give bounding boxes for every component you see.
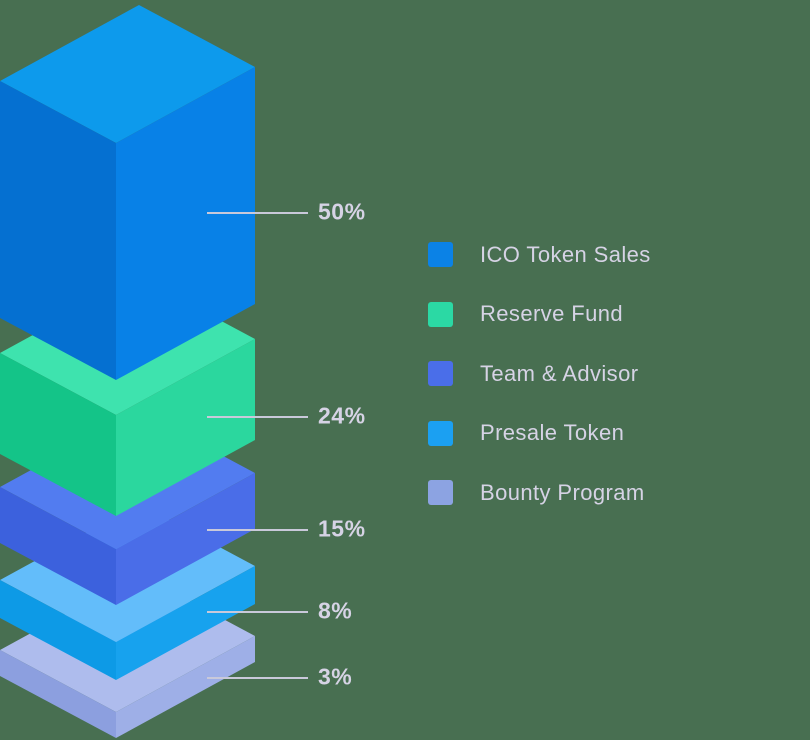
legend-swatch-reserve-fund (428, 301, 453, 327)
layer-right-face (116, 67, 255, 380)
layer-left-face (0, 81, 116, 380)
legend-item-reserve-fund: Reserve Fund (428, 301, 623, 327)
percent-label-bounty-program: 3% (318, 663, 353, 690)
legend-swatch-bounty-program (428, 480, 453, 505)
legend-label-ico-token-sales: ICO Token Sales (480, 241, 651, 267)
layer-left-face (0, 650, 116, 738)
legend-label-team-advisor: Team & Advisor (480, 360, 639, 386)
legend-item-team-advisor: Team & Advisor (428, 361, 638, 387)
legend-item-bounty-program: Bounty Program (428, 480, 645, 506)
layer-left-face (0, 580, 116, 680)
layer-right-face (116, 636, 255, 738)
percent-label-team-advisor: 15% (318, 515, 366, 542)
callout-line-ico-token-sales (207, 212, 308, 214)
callout-line-team-advisor (207, 529, 308, 531)
layer-right-face (116, 473, 255, 605)
layer-ico-token-sales (0, 5, 255, 380)
percent-label-reserve-fund: 24% (318, 402, 366, 429)
callout-line-reserve-fund (207, 416, 308, 418)
layer-right-face (116, 339, 255, 516)
percent-label-ico-token-sales: 50% (318, 198, 366, 225)
legend-item-presale-token: Presale Token (428, 420, 624, 446)
layer-top-face (0, 5, 255, 143)
percent-label-presale-token: 8% (318, 597, 353, 624)
callout-line-presale-token (207, 611, 308, 613)
legend-item-ico-token-sales: ICO Token Sales (428, 242, 651, 268)
legend-label-presale-token: Presale Token (480, 420, 625, 445)
layer-left-face (0, 487, 116, 605)
legend-label-reserve-fund: Reserve Fund (480, 301, 623, 326)
legend-swatch-ico-token-sales (428, 242, 453, 267)
layer-left-face (0, 353, 116, 516)
legend-label-bounty-program: Bounty Program (480, 479, 645, 505)
legend-swatch-team-advisor (428, 361, 453, 386)
layer-right-face (116, 566, 255, 680)
callout-line-bounty-program (207, 677, 308, 679)
legend-swatch-presale-token (428, 420, 453, 446)
